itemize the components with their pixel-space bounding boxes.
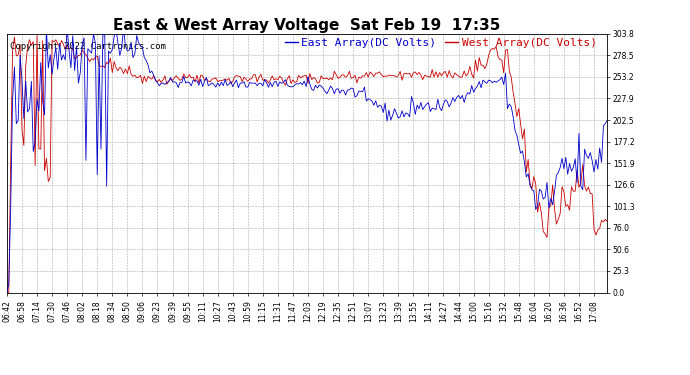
Title: East & West Array Voltage  Sat Feb 19  17:35: East & West Array Voltage Sat Feb 19 17:… bbox=[113, 18, 501, 33]
Legend: East Array(DC Volts), West Array(DC Volts): East Array(DC Volts), West Array(DC Volt… bbox=[280, 34, 601, 53]
Text: Copyright 2022 Cartronics.com: Copyright 2022 Cartronics.com bbox=[10, 42, 166, 51]
